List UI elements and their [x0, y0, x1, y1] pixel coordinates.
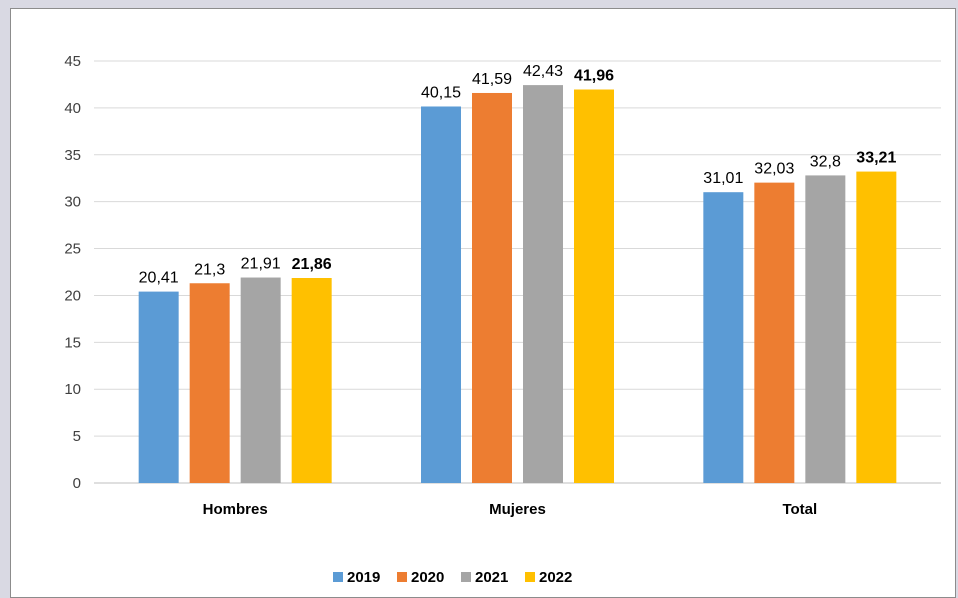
bar-2022-total: [856, 171, 897, 483]
legend-label: 2022: [539, 569, 572, 586]
bars: [138, 85, 897, 484]
legend-swatch: [461, 572, 471, 582]
legend-label: 2020: [411, 569, 444, 586]
bar-2019-mujeres: [421, 106, 461, 483]
category-label: Mujeres: [489, 501, 546, 518]
bar-chart: 0 5 10 15 20 25 30 35 40 45 20,41 21,3 21,91 21,86 40…: [64, 53, 941, 586]
data-label: 21,3: [194, 261, 225, 278]
bar-2020-total: [754, 182, 795, 484]
legend-swatch: [333, 572, 343, 582]
legend-swatch: [525, 572, 535, 582]
y-tick-label: 40: [64, 100, 81, 117]
y-axis-ticks: 0 5 10 15 20 25 30 35 40 45: [64, 53, 81, 492]
gridlines: [94, 60, 941, 484]
data-label: 32,03: [754, 161, 794, 178]
bar-2019-total: [703, 192, 744, 483]
legend: 2019 2020 2021 2022: [333, 569, 572, 586]
data-label: 21,91: [241, 256, 281, 273]
y-tick-label: 30: [64, 194, 81, 211]
data-label: 31,01: [703, 170, 743, 187]
y-tick-label: 25: [64, 241, 81, 258]
bar-2020-mujeres: [472, 92, 512, 484]
data-label: 21,86: [292, 256, 332, 273]
legend-label: 2021: [475, 569, 508, 586]
y-tick-label: 0: [73, 475, 81, 492]
bar-2021-hombres: [240, 277, 281, 483]
y-tick-label: 10: [64, 381, 81, 398]
bar-2022-hombres: [291, 278, 332, 483]
legend-swatch: [397, 572, 407, 582]
y-tick-label: 5: [73, 428, 81, 445]
category-label: Hombres: [203, 501, 268, 518]
data-label: 20,41: [139, 270, 179, 287]
bar-2022-mujeres: [574, 89, 614, 483]
data-label: 41,96: [574, 68, 614, 85]
bar-2021-mujeres: [523, 85, 563, 483]
y-tick-label: 35: [64, 147, 81, 164]
category-labels: Hombres Mujeres Total: [203, 501, 818, 518]
bar-2021-total: [805, 175, 846, 484]
chart-frame: 0 5 10 15 20 25 30 35 40 45 20,41 21,3 21,91 21,86 40…: [10, 8, 956, 598]
data-label: 32,8: [810, 153, 841, 170]
y-tick-label: 15: [64, 334, 81, 351]
category-label: Total: [782, 501, 817, 518]
data-label: 33,21: [856, 150, 896, 167]
data-label: 40,15: [421, 84, 461, 101]
y-tick-label: 45: [64, 53, 81, 70]
y-tick-label: 20: [64, 287, 81, 304]
legend-label: 2019: [347, 569, 380, 586]
bar-2020-hombres: [189, 283, 230, 483]
data-label: 41,59: [472, 71, 512, 88]
data-labels: 20,41 21,3 21,91 21,86 40,15 41,59 42,43 41,96 3…: [139, 63, 897, 286]
data-label: 42,43: [523, 63, 563, 80]
bar-2019-hombres: [138, 291, 179, 483]
